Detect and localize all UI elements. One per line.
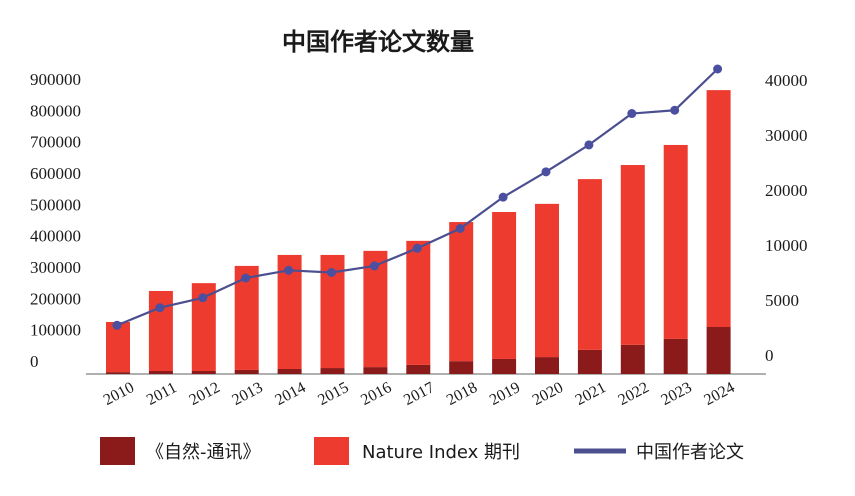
legend-swatch [314, 437, 349, 465]
left-tick-label: 500000 [30, 195, 81, 214]
x-tick-label: 2023 [658, 379, 694, 409]
line-point-2018 [455, 224, 465, 233]
left-tick-label: 900000 [30, 70, 81, 89]
x-tick-label: 2016 [358, 379, 394, 409]
x-tick-label: 2022 [616, 379, 652, 409]
bar-nature-index-2024 [706, 90, 731, 328]
bar-nature-communications-2017 [406, 364, 431, 374]
bar-nature-communications-2010 [106, 372, 130, 374]
x-tick-label: 2020 [530, 379, 566, 409]
legend: 《自然-通讯》 Nature Index 期刊 中国作者论文 [100, 437, 744, 465]
x-tick-label: 2021 [573, 379, 609, 409]
bar-nature-index-2021 [577, 179, 602, 350]
bar-nature-communications-2024 [706, 327, 731, 374]
x-tick-label: 2011 [144, 379, 180, 409]
left-tick-label: 700000 [30, 133, 81, 152]
bar-nature-index-2022 [620, 165, 645, 345]
bar-nature-index-2018 [449, 222, 474, 362]
line-point-2022 [627, 109, 637, 119]
legend-item-chinese-author-papers: 中国作者论文 [574, 442, 744, 463]
line-point-2012 [198, 293, 208, 303]
bar-nature-index-2017 [406, 240, 431, 365]
line-series [112, 64, 723, 330]
line-point-2020 [541, 167, 551, 177]
left-tick-label: 800000 [30, 101, 81, 120]
bar-nature-index-2020 [535, 203, 559, 358]
left-tick-label: 600000 [30, 164, 81, 183]
x-tick-label: 2015 [315, 379, 351, 409]
legend-label: Nature Index 期刊 [362, 442, 520, 463]
line-point-2013 [241, 273, 251, 283]
bar-nature-communications-2015 [320, 368, 345, 374]
bar-nature-communications-2018 [449, 361, 474, 374]
right-tick-label: 40000 [765, 71, 808, 90]
right-tick-label: 0 [765, 346, 774, 365]
x-tick-label: 2024 [701, 379, 737, 409]
bar-nature-index-2011 [148, 290, 173, 371]
right-tick-label: 20000 [765, 181, 808, 200]
right-tick-label: 30000 [765, 126, 808, 145]
right-tick-label: 10000 [765, 236, 808, 255]
right-tick-label: 5000 [765, 291, 799, 310]
left-tick-label: 400000 [30, 227, 81, 246]
legend-item-nature-index-journals: Nature Index 期刊 [314, 437, 520, 465]
bar-nature-communications-2021 [577, 349, 602, 374]
bar-nature-index-2010 [106, 321, 130, 373]
x-tick-label: 2010 [101, 379, 137, 409]
line-point-2017 [412, 243, 422, 253]
line-point-2015 [327, 268, 336, 277]
bar-nature-communications-2011 [148, 370, 173, 374]
x-tick-label: 2014 [272, 379, 308, 409]
bar-nature-communications-2014 [277, 368, 302, 374]
bar-nature-communications-2012 [191, 370, 216, 374]
line-point-2014 [284, 265, 294, 275]
left-tick-label: 0 [30, 352, 39, 371]
left-axis: 900000 800000 700000 600000 500000 400000 3000… [30, 70, 81, 371]
bar-nature-communications-2013 [234, 369, 259, 374]
line-point-2023 [670, 105, 680, 115]
legend-swatch [100, 437, 135, 465]
legend-label: 中国作者论文 [636, 442, 744, 463]
x-tick-label: 2018 [444, 379, 480, 409]
legend-label: 《自然-通讯》 [146, 442, 261, 463]
line-point-2024 [713, 64, 723, 74]
bar-nature-index-2019 [492, 212, 517, 359]
legend-item-nature-communications: 《自然-通讯》 [100, 437, 261, 465]
bar-nature-index-2023 [663, 144, 688, 339]
bar-group [106, 90, 731, 374]
x-tick-label: 2013 [229, 379, 265, 409]
left-tick-label: 100000 [30, 321, 81, 340]
bar-nature-communications-2016 [363, 367, 388, 374]
x-axis: 2010 2011 2012 2013 2014 2015 2016 2017 2018 2019… [101, 379, 738, 409]
x-tick-label: 2017 [401, 379, 437, 409]
bar-nature-communications-2020 [535, 357, 559, 374]
chart-title: 中国作者论文数量 [282, 28, 474, 56]
line-point-2021 [584, 140, 594, 150]
bar-nature-communications-2019 [492, 358, 517, 374]
line-point-2010 [112, 320, 122, 330]
right-axis: 40000 30000 20000 10000 5000 0 [765, 71, 808, 365]
bar-nature-communications-2022 [620, 344, 645, 374]
x-tick-label: 2012 [187, 379, 223, 409]
bar-nature-index-2013 [234, 265, 259, 370]
line-point-2016 [369, 261, 379, 271]
bar-nature-communications-2023 [663, 338, 688, 374]
line-point-2011 [155, 303, 165, 313]
line-point-2019 [498, 192, 508, 202]
left-tick-label: 300000 [30, 258, 81, 277]
left-tick-label: 200000 [30, 289, 81, 308]
x-tick-label: 2019 [487, 379, 523, 409]
